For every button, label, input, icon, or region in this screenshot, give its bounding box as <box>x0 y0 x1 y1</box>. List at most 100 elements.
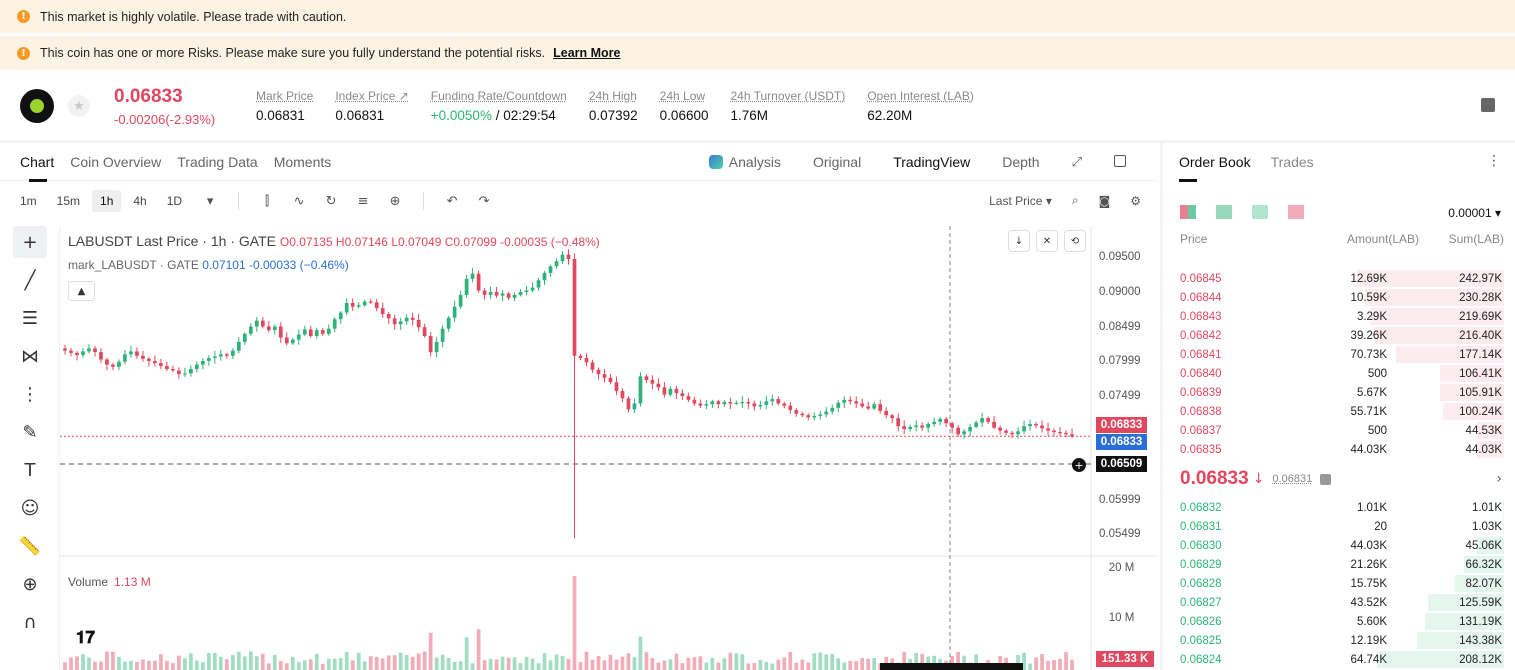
candle-body <box>494 292 499 296</box>
bid-row[interactable]: 0.06831 20 1.03K <box>1177 517 1504 536</box>
crosshair-icon[interactable]: + <box>13 226 47 258</box>
ask-row[interactable]: 0.06844 10.59K 230.28K <box>1177 288 1504 307</box>
zoom-icon[interactable]: ⊕ <box>22 573 38 595</box>
volume-bar <box>914 652 919 670</box>
volume-bar <box>638 636 643 670</box>
fib-icon[interactable]: ☰ <box>21 307 39 329</box>
interval-15m[interactable]: 15m <box>56 194 81 208</box>
collapse-icon[interactable]: ✕ <box>1036 230 1058 252</box>
ask-row[interactable]: 0.06839 5.67K 105.91K <box>1177 383 1504 402</box>
tab-trades[interactable]: Trades <box>1270 154 1314 170</box>
interval-1h[interactable]: 1h <box>92 190 122 212</box>
precision-select[interactable]: 0.00001 ▾ <box>1448 206 1501 220</box>
bid-row[interactable]: 0.06826 5.60K 131.19K <box>1177 612 1504 631</box>
tab-chart[interactable]: Chart <box>20 153 55 182</box>
prediction-icon[interactable]: ⋮ <box>21 383 39 405</box>
tab-order-book[interactable]: Order Book <box>1179 154 1251 182</box>
candle-body <box>206 358 211 361</box>
trend-line-icon[interactable]: ╱ <box>24 269 36 291</box>
view-asks-icon[interactable] <box>1288 205 1304 219</box>
ruler-icon[interactable]: 📏 <box>18 535 42 557</box>
text-icon[interactable]: T <box>24 459 36 481</box>
reset-icon[interactable]: ⟲ <box>1064 230 1086 252</box>
ask-row[interactable]: 0.06845 12.69K 242.97K <box>1177 269 1504 288</box>
learn-more-link[interactable]: Learn More <box>553 46 621 60</box>
bid-row[interactable]: 0.06825 12.19K 143.38K <box>1177 631 1504 650</box>
tab-original[interactable]: Original <box>812 154 862 170</box>
undo-icon[interactable]: ↶ <box>446 193 458 209</box>
gear-icon[interactable]: ⚙ <box>1130 193 1141 208</box>
pattern-icon[interactable]: ⋈ <box>21 345 39 367</box>
candle-body <box>368 301 373 303</box>
depth-bar <box>1364 289 1504 306</box>
bid-row[interactable]: 0.06832 1.01K 1.01K <box>1177 498 1504 517</box>
collapse-legend-icon[interactable]: ▲ <box>68 281 95 301</box>
view-bids-icon[interactable] <box>1216 205 1232 219</box>
book-icon[interactable] <box>1481 98 1495 112</box>
search-icon[interactable]: ⌕ <box>1071 193 1079 207</box>
candle-body <box>896 418 901 427</box>
bid-row[interactable]: 0.06828 15.75K 82.07K <box>1177 574 1504 593</box>
view-asks-alt-icon[interactable] <box>1252 205 1268 219</box>
add-alert-icon[interactable]: ⊕ <box>389 193 401 209</box>
tab-analysis[interactable]: Analysis <box>708 154 781 170</box>
volume-bar <box>212 652 217 670</box>
more-icon[interactable]: ⋮ <box>1487 153 1501 169</box>
tab-depth[interactable]: Depth <box>1002 154 1040 170</box>
ask-row[interactable]: 0.06842 39.26K 216.40K <box>1177 326 1504 345</box>
popout-icon[interactable] <box>1114 154 1126 170</box>
camera-icon[interactable]: ◙ <box>1098 193 1111 208</box>
brush-icon[interactable]: ✎ <box>22 421 38 443</box>
compare-icon[interactable]: ↻ <box>325 193 337 209</box>
fullscreen-icon[interactable]: ⤢ <box>1071 154 1082 170</box>
templates-icon[interactable]: ≡ <box>357 193 369 209</box>
indicators-icon[interactable]: ∿ <box>293 193 305 209</box>
view-both-icon[interactable] <box>1180 205 1196 219</box>
interval-1d[interactable]: 1D <box>166 194 183 208</box>
interval-dropdown-icon[interactable]: ▾ <box>206 193 214 209</box>
ask-row[interactable]: 0.06840 500 106.41K <box>1177 364 1504 383</box>
tab-tradingview[interactable]: TradingView <box>893 154 971 170</box>
tab-coin-overview[interactable]: Coin Overview <box>70 153 162 170</box>
bid-row[interactable]: 0.06827 43.52K 125.59K <box>1177 593 1504 612</box>
emoji-icon[interactable]: ☺ <box>20 497 40 519</box>
bid-row[interactable]: 0.06824 64.74K 208.12K <box>1177 650 1504 669</box>
volume-bar <box>458 661 463 670</box>
bid-row[interactable]: 0.06829 21.26K 66.32K <box>1177 555 1504 574</box>
depth-bar <box>1427 594 1504 611</box>
favorite-star-icon[interactable]: ★ <box>68 95 90 117</box>
chevron-right-icon[interactable]: › <box>1496 471 1502 487</box>
interval-4h[interactable]: 4h <box>133 194 147 208</box>
ask-row[interactable]: 0.06837 500 44.53K <box>1177 421 1504 440</box>
candle-type-icon[interactable]: ⫿ <box>264 193 270 209</box>
ask-row[interactable]: 0.06835 44.03K 44.03K <box>1177 440 1504 459</box>
add-order-icon[interactable]: + <box>1072 458 1086 472</box>
redo-icon[interactable]: ↷ <box>478 193 490 209</box>
volume-bar <box>308 659 313 670</box>
volume-bar <box>566 658 571 670</box>
candle-body <box>69 350 73 353</box>
volume-bar <box>902 652 907 670</box>
bid-sum: 143.38K <box>1459 634 1502 647</box>
stat-mark-price: Mark Price 0.06831 <box>256 89 313 123</box>
ask-row[interactable]: 0.06843 3.29K 219.69K <box>1177 307 1504 326</box>
tab-moments[interactable]: Moments <box>273 153 332 170</box>
price-source-select[interactable]: Last Price ▾ <box>989 193 1052 208</box>
bid-row[interactable]: 0.06830 44.03K 45.06K <box>1177 536 1504 555</box>
ask-row[interactable]: 0.06841 70.73K 177.14K <box>1177 345 1504 364</box>
scroll-down-icon[interactable]: ↓ <box>1008 230 1030 252</box>
candlestick-chart[interactable] <box>60 226 1157 670</box>
candle-body <box>147 358 151 361</box>
magnet-icon[interactable]: ∩ <box>23 611 37 633</box>
volume-bar <box>716 662 721 670</box>
stat-index-price[interactable]: Index Price ↗ 0.06831 <box>335 89 408 123</box>
ask-row[interactable]: 0.06838 55.71K 100.24K <box>1177 402 1504 421</box>
tradingview-logo[interactable]: 𝟏𝟕 <box>76 628 95 648</box>
interval-1m[interactable]: 1m <box>20 194 37 208</box>
chart-area[interactable]: LABUSDT Last Price · 1h · GATE O0.07135 … <box>60 226 1157 670</box>
tab-trading-data[interactable]: Trading Data <box>177 153 258 170</box>
volume-bar <box>1034 657 1038 670</box>
stat-label: Index Price ↗ <box>335 89 409 103</box>
candle-body <box>320 330 325 334</box>
depth-bar <box>1477 537 1504 554</box>
